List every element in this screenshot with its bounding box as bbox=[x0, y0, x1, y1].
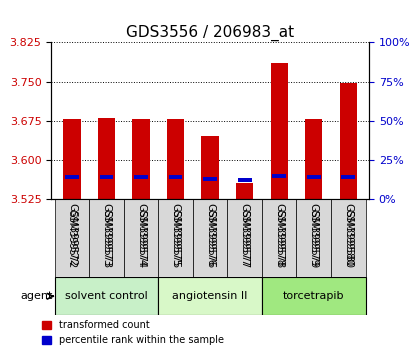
FancyBboxPatch shape bbox=[261, 278, 365, 315]
FancyBboxPatch shape bbox=[158, 278, 261, 315]
Text: GSM399575: GSM399575 bbox=[170, 203, 180, 267]
Bar bbox=[236, 183, 253, 199]
Text: torcetrapib: torcetrapib bbox=[282, 291, 344, 301]
FancyBboxPatch shape bbox=[124, 199, 158, 278]
Text: GSM399579: GSM399579 bbox=[308, 203, 318, 267]
Bar bbox=[237, 178, 251, 182]
Bar bbox=[341, 175, 354, 179]
Bar bbox=[339, 83, 356, 199]
Bar bbox=[65, 175, 79, 179]
Title: GDS3556 / 206983_at: GDS3556 / 206983_at bbox=[126, 25, 294, 41]
Bar bbox=[63, 119, 81, 199]
FancyBboxPatch shape bbox=[330, 199, 365, 278]
Text: GSM399572: GSM399572 bbox=[67, 209, 77, 268]
FancyBboxPatch shape bbox=[261, 199, 296, 278]
Text: GSM399580: GSM399580 bbox=[342, 209, 353, 268]
Text: GSM399574: GSM399574 bbox=[136, 203, 146, 267]
Text: GSM399578: GSM399578 bbox=[274, 209, 283, 268]
Text: GSM399576: GSM399576 bbox=[204, 209, 215, 268]
FancyBboxPatch shape bbox=[54, 199, 89, 278]
Bar bbox=[201, 137, 218, 199]
Text: GSM399578: GSM399578 bbox=[274, 203, 283, 267]
Text: GSM399573: GSM399573 bbox=[101, 209, 111, 268]
Bar bbox=[203, 177, 216, 181]
Text: GSM399573: GSM399573 bbox=[101, 203, 111, 267]
Bar bbox=[270, 63, 287, 199]
Bar bbox=[132, 119, 149, 199]
FancyBboxPatch shape bbox=[192, 199, 227, 278]
FancyBboxPatch shape bbox=[89, 199, 124, 278]
Text: GSM399577: GSM399577 bbox=[239, 209, 249, 268]
Text: GSM399580: GSM399580 bbox=[342, 203, 353, 266]
Bar bbox=[306, 175, 320, 179]
Text: agent: agent bbox=[20, 291, 53, 301]
Text: GSM399572: GSM399572 bbox=[67, 203, 77, 267]
Bar bbox=[99, 175, 113, 179]
Bar bbox=[304, 119, 321, 199]
Bar bbox=[134, 175, 148, 179]
Text: GSM399577: GSM399577 bbox=[239, 203, 249, 267]
FancyBboxPatch shape bbox=[227, 199, 261, 278]
Bar bbox=[168, 175, 182, 179]
FancyBboxPatch shape bbox=[158, 199, 192, 278]
Bar bbox=[98, 118, 115, 199]
Text: GSM399579: GSM399579 bbox=[308, 209, 318, 268]
Text: GSM399574: GSM399574 bbox=[136, 209, 146, 268]
Text: GSM399576: GSM399576 bbox=[204, 203, 215, 267]
FancyBboxPatch shape bbox=[54, 278, 158, 315]
Legend: transformed count, percentile rank within the sample: transformed count, percentile rank withi… bbox=[38, 316, 227, 349]
Bar bbox=[272, 173, 285, 178]
Bar bbox=[166, 119, 184, 199]
Text: GSM399575: GSM399575 bbox=[170, 209, 180, 268]
Text: solvent control: solvent control bbox=[65, 291, 148, 301]
Text: angiotensin II: angiotensin II bbox=[172, 291, 247, 301]
FancyBboxPatch shape bbox=[296, 199, 330, 278]
